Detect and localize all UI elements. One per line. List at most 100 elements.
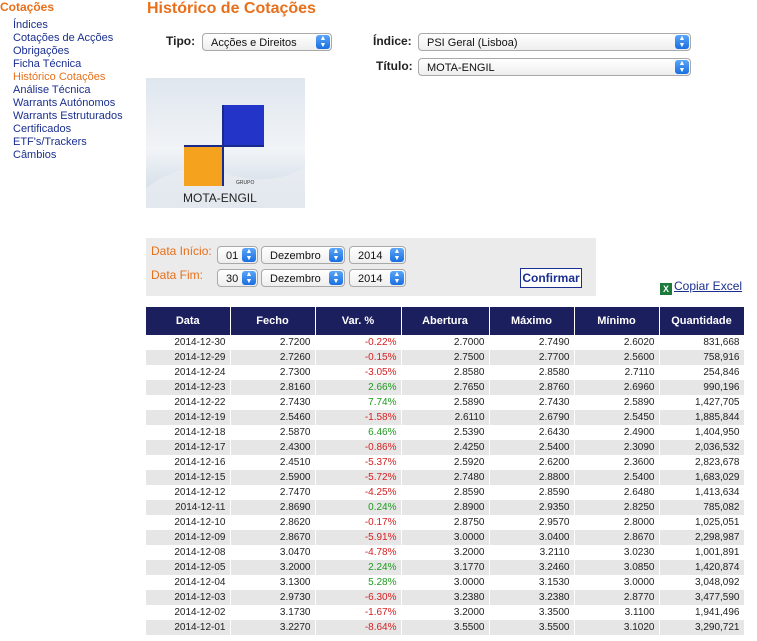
table-cell: -0.15% — [315, 350, 402, 365]
copy-excel-link[interactable]: X Copiar Excel — [660, 279, 742, 295]
sidebar-item-an-lise-t-cnica[interactable]: Análise Técnica — [13, 84, 91, 96]
titulo-select-value: MOTA-ENGIL — [427, 62, 495, 74]
chevron-updown-icon: ▲ ▼ — [329, 271, 343, 285]
indice-select[interactable]: PSI Geral (Lisboa) ▲ ▼ — [418, 33, 691, 51]
table-cell: 2014-12-10 — [146, 515, 231, 530]
table-row: 2014-12-19 2.5460 -1.58% 2.6110 2.6790 2.5450… — [146, 410, 745, 425]
table-header-row: Data Fecho Var. % Abertura Máximo Mínimo Quant… — [146, 307, 745, 335]
table-cell: 2.9570 — [489, 515, 575, 530]
table-cell: -1.67% — [315, 605, 402, 620]
chevron-updown-icon: ▲ ▼ — [675, 35, 689, 49]
fim-month-select[interactable]: Dezembro ▲ ▼ — [261, 269, 345, 287]
table-cell: 3.0470 — [230, 545, 316, 560]
table-row: 2014-12-22 2.7430 7.74% 2.5890 2.7430 2.5890 1… — [146, 395, 745, 410]
table-cell: 2.7200 — [230, 335, 316, 350]
column-header: Abertura — [401, 307, 490, 335]
table-cell: 2014-12-16 — [146, 455, 231, 470]
table-cell: 6.46% — [315, 425, 402, 440]
table-cell: 2.4510 — [230, 455, 316, 470]
column-header: Quantidade — [659, 307, 745, 335]
table-cell: 2.8670 — [574, 530, 660, 545]
table-cell: 2.6200 — [489, 455, 575, 470]
table-cell: 2.5450 — [574, 410, 660, 425]
table-cell: 1,025,051 — [659, 515, 745, 530]
chevron-updown-icon: ▲ ▼ — [329, 248, 343, 262]
fim-day-select[interactable]: 30 ▲ ▼ — [217, 269, 258, 287]
fim-year-select[interactable]: 2014 ▲ ▼ — [349, 269, 406, 287]
table-cell: -5.37% — [315, 455, 402, 470]
sidebar-item-warrants-aut-nomos[interactable]: Warrants Autónomos — [13, 97, 116, 109]
table-cell: 3.0400 — [489, 530, 575, 545]
inicio-month-value: Dezembro — [270, 250, 321, 262]
table-cell: 2.8000 — [574, 515, 660, 530]
table-cell: 2014-12-22 — [146, 395, 231, 410]
sidebar-item-hist-rico-cota-es[interactable]: Histórico Cotações — [13, 71, 106, 83]
sidebar-item-warrants-estruturados[interactable]: Warrants Estruturados — [13, 110, 123, 122]
table-cell: 2014-12-04 — [146, 575, 231, 590]
table-cell: 2014-12-18 — [146, 425, 231, 440]
table-cell: 2014-12-15 — [146, 470, 231, 485]
table-cell: 2.8250 — [574, 500, 660, 515]
table-cell: -5.72% — [315, 470, 402, 485]
table-cell: 3.3500 — [489, 605, 575, 620]
table-cell: -4.25% — [315, 485, 402, 500]
chevron-updown-icon: ▲ ▼ — [242, 248, 256, 262]
table-cell: 1,001,891 — [659, 545, 745, 560]
table-cell: 1,885,844 — [659, 410, 745, 425]
table-cell: 3.1770 — [401, 560, 490, 575]
table-cell: 3.0850 — [574, 560, 660, 575]
table-row: 2014-12-10 2.8620 -0.17% 2.8750 2.9570 2.8000… — [146, 515, 745, 530]
inicio-month-select[interactable]: Dezembro ▲ ▼ — [261, 246, 345, 264]
logo-image: GRUPO MOTA-ENGIL — [146, 78, 305, 208]
table-cell: 2.7430 — [489, 395, 575, 410]
table-cell: 3.1530 — [489, 575, 575, 590]
table-row: 2014-12-24 2.7300 -3.05% 2.8580 2.8580 2.7110… — [146, 365, 745, 380]
sidebar-nav: Índices Cotações de Acções Obrigações Ficha… — [13, 19, 123, 162]
table-row: 2014-12-17 2.4300 -0.86% 2.4250 2.5400 2.3090… — [146, 440, 745, 455]
table-cell: 785,082 — [659, 500, 745, 515]
inicio-year-select[interactable]: 2014 ▲ ▼ — [349, 246, 406, 264]
titulo-select[interactable]: MOTA-ENGIL ▲ ▼ — [418, 58, 691, 76]
sidebar-item-c-mbios[interactable]: Câmbios — [13, 149, 57, 161]
confirm-button[interactable]: Confirmar — [520, 268, 582, 288]
table-cell: 2.5390 — [401, 425, 490, 440]
tipo-label: Tipo: — [166, 34, 196, 48]
table-cell: 5.28% — [315, 575, 402, 590]
table-cell: 2,298,987 — [659, 530, 745, 545]
chevron-updown-icon: ▲ ▼ — [316, 35, 330, 49]
company-logo: GRUPO MOTA-ENGIL — [146, 78, 305, 208]
sidebar-item-etf-s-trackers[interactable]: ETF's/Trackers — [13, 136, 87, 148]
table-cell: 2.3090 — [574, 440, 660, 455]
table-row: 2014-12-08 3.0470 -4.78% 3.2000 3.2110 3.0230… — [146, 545, 745, 560]
sidebar-item-cota-es-de-ac-es[interactable]: Cotações de Acções — [13, 32, 114, 44]
table-cell: 2014-12-29 — [146, 350, 231, 365]
inicio-year-value: 2014 — [358, 250, 383, 262]
sidebar-item-ficha-t-cnica[interactable]: Ficha Técnica — [13, 58, 82, 70]
logo-grupo-text: GRUPO — [236, 180, 254, 186]
table-cell: -0.86% — [315, 440, 402, 455]
sidebar-item--ndices[interactable]: Índices — [13, 19, 48, 31]
sidebar-item-obriga-es[interactable]: Obrigações — [13, 45, 70, 57]
table-cell: 758,916 — [659, 350, 745, 365]
table-row: 2014-12-12 2.7470 -4.25% 2.8590 2.8590 2.6480… — [146, 485, 745, 500]
table-cell: 2014-12-05 — [146, 560, 231, 575]
table-cell: 3.0000 — [574, 575, 660, 590]
table-row: 2014-12-09 2.8670 -5.91% 3.0000 3.0400 2.8670… — [146, 530, 745, 545]
table-cell: 2.5890 — [401, 395, 490, 410]
table-cell: 2.8760 — [489, 380, 575, 395]
tipo-select[interactable]: Acções e Direitos ▲ ▼ — [202, 33, 332, 51]
table-cell: 2.7430 — [230, 395, 316, 410]
logo-name-text: MOTA-ENGIL — [183, 191, 257, 205]
table-cell: 2.5900 — [230, 470, 316, 485]
table-cell: 2014-12-12 — [146, 485, 231, 500]
table-row: 2014-12-03 2.9730 -6.30% 3.2380 3.2380 2.8770… — [146, 590, 745, 605]
sidebar-item-certificados[interactable]: Certificados — [13, 123, 72, 135]
column-header: Máximo — [489, 307, 575, 335]
table-cell: 254,846 — [659, 365, 745, 380]
table-cell: 3.5500 — [489, 620, 575, 635]
data-inicio-label: Data Início: — [151, 244, 212, 258]
excel-icon: X — [660, 283, 672, 295]
table-cell: 2014-12-30 — [146, 335, 231, 350]
table-cell: 2014-12-01 — [146, 620, 231, 635]
inicio-day-select[interactable]: 01 ▲ ▼ — [217, 246, 258, 264]
